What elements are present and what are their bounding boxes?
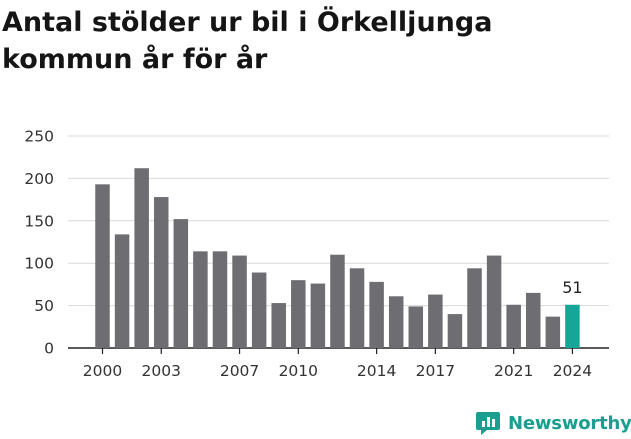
y-axis: 0 50 100 150 200 250 xyxy=(24,128,54,358)
y-tick-label: 150 xyxy=(24,212,54,230)
newsworthy-icon xyxy=(476,412,500,435)
bar-2020 xyxy=(486,255,502,348)
bar-2017 xyxy=(428,294,443,348)
y-tick-label: 50 xyxy=(34,297,54,315)
y-tick-label: 200 xyxy=(24,170,54,188)
x-tick-label: 2003 xyxy=(142,362,181,380)
bar-2003 xyxy=(153,197,169,348)
x-tick-label: 2000 xyxy=(83,362,122,380)
bar-2014 xyxy=(369,281,384,348)
y-tick-label: 0 xyxy=(44,340,54,358)
bar-2016 xyxy=(408,306,424,348)
bar-2004 xyxy=(173,219,189,348)
data-labels: 51 xyxy=(562,278,582,297)
bar-2023 xyxy=(545,316,561,348)
bar-2024 xyxy=(565,304,580,348)
bar-2018 xyxy=(447,314,463,348)
x-tick-label: 2024 xyxy=(553,362,592,380)
bar-2019 xyxy=(467,268,482,348)
bar-2022 xyxy=(526,292,541,348)
x-tick-label: 2017 xyxy=(416,362,455,380)
x-tick-label: 2007 xyxy=(220,362,259,380)
data-label-2024: 51 xyxy=(562,278,582,297)
bar-2015 xyxy=(388,296,404,348)
brand-name: Newsworthy xyxy=(508,412,631,434)
bar-2021 xyxy=(506,304,521,348)
bar-2006 xyxy=(212,251,228,348)
x-axis: 2000 2003 2007 2010 2014 2017 2021 2024 xyxy=(83,348,592,380)
y-tick-label: 100 xyxy=(24,255,54,273)
bar-2007 xyxy=(232,255,247,348)
bar-chart: 2000 2003 2007 2010 2014 2017 2021 2024 0 50 100 1… xyxy=(24,128,609,380)
bar-2001 xyxy=(114,234,130,348)
y-tick-label: 250 xyxy=(24,128,54,146)
bar-2009 xyxy=(271,303,286,348)
x-tick-label: 2021 xyxy=(494,362,533,380)
x-tick-label: 2014 xyxy=(357,362,396,380)
x-tick-label: 2010 xyxy=(279,362,318,380)
bar-2008 xyxy=(251,272,267,348)
bars xyxy=(95,168,580,348)
bar-2013 xyxy=(349,268,365,348)
chart-title: Antal stölder ur bil i Örkelljunga kommu… xyxy=(2,7,493,75)
bar-2005 xyxy=(193,251,208,348)
bar-2000 xyxy=(95,184,110,348)
bar-2011 xyxy=(310,283,326,348)
newsworthy-logo: Newsworthy xyxy=(475,408,631,438)
bar-2010 xyxy=(291,280,306,348)
bar-2002 xyxy=(134,168,149,348)
bar-2012 xyxy=(330,254,345,348)
